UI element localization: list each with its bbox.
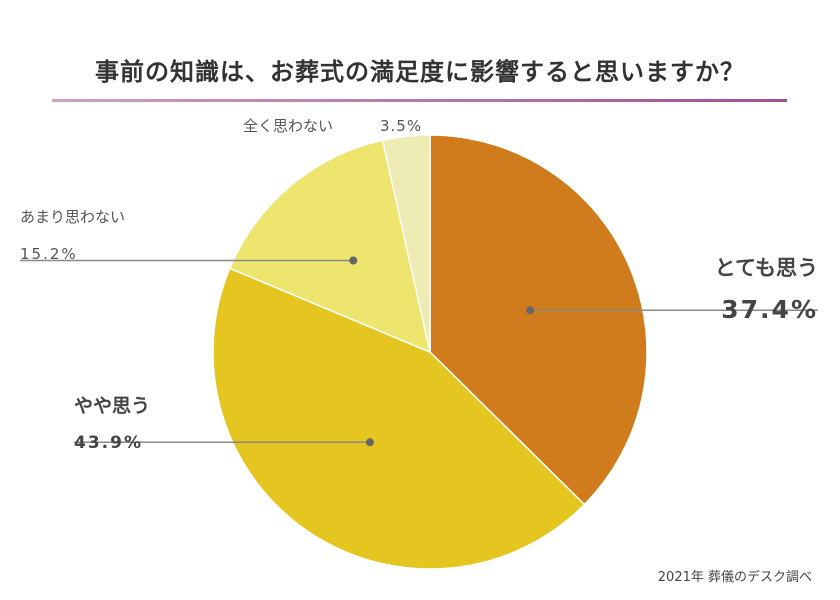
pie-slice-somewhat [212, 267, 586, 570]
slice-label-not-at-all: 全く思わない [243, 117, 333, 135]
source-note: 2021年 葬儀のデスク調べ [657, 570, 812, 585]
slice-value-not-much: 15.2% [20, 245, 78, 263]
pie-slice-not-at-all [381, 134, 431, 353]
leader-dot-not-much [349, 256, 358, 265]
title-underline [52, 99, 787, 102]
slice-label-not-much: あまり思わない [20, 208, 125, 226]
chart-title: 事前の知識は、お葬式の満足度に影響すると思いますか？ [95, 58, 745, 86]
leader-dot-very-much [526, 306, 535, 315]
pie-slice-not-much [228, 139, 432, 354]
slice-value-somewhat: 43.9% [74, 433, 143, 453]
slice-value-very-much: 37.4% [721, 295, 818, 324]
pie-slices [212, 134, 648, 570]
slice-label-somewhat: やや思う [74, 395, 150, 417]
pie-slice-very-much [429, 134, 648, 506]
leader-dot-somewhat [365, 438, 374, 447]
slice-value-not-at-all: 3.5% [380, 117, 422, 135]
slice-label-very-much: とても思う [715, 256, 818, 280]
leader-lines [20, 256, 818, 447]
